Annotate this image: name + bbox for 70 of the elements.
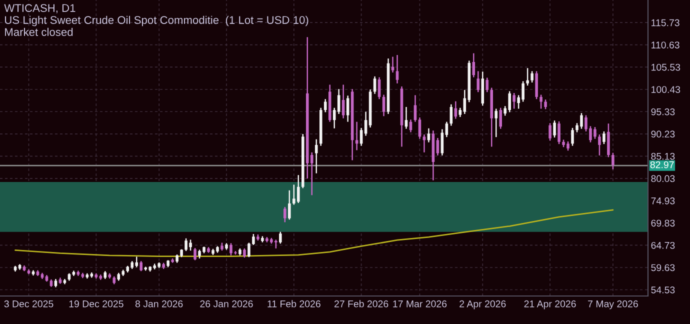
candlestick	[571, 127, 574, 146]
x-tick-label: 17 Mar 2026	[393, 300, 447, 308]
y-tick-label: 69.83	[651, 220, 675, 227]
candlestick	[494, 108, 498, 138]
candlestick	[602, 130, 606, 145]
candlestick	[463, 89, 466, 115]
candlestick	[414, 94, 417, 122]
candlestick	[194, 247, 196, 261]
chart-title: WTICASH, D1	[4, 4, 76, 14]
candlestick	[558, 120, 560, 145]
candlestick	[607, 122, 610, 158]
candlestick	[612, 152, 614, 170]
line-series	[14, 209, 614, 257]
candlestick	[382, 94, 386, 117]
candlestick	[548, 122, 552, 142]
candlestick	[324, 98, 327, 113]
candlestick	[544, 98, 547, 110]
y-tick-label: 115.73	[652, 19, 680, 26]
y-tick-label: 105.53	[652, 64, 680, 71]
candlestick	[422, 134, 426, 153]
candlestick	[378, 76, 381, 100]
y-tick-label: 90.23	[651, 130, 675, 138]
candlestick	[553, 120, 556, 138]
candlestick	[337, 88, 340, 115]
candlestick	[526, 67, 529, 86]
candlestick	[296, 174, 300, 204]
candlestick	[512, 92, 516, 110]
candlestick	[396, 54, 399, 84]
candlestick	[288, 190, 291, 220]
candlestick	[391, 56, 394, 74]
y-tick-label: 64.73	[651, 242, 675, 249]
candlestick	[540, 94, 542, 110]
candlestick	[476, 70, 480, 93]
candlestick	[355, 121, 358, 151]
x-tick-label: 3 Dec 2025	[4, 300, 54, 308]
candlestick	[279, 231, 282, 244]
candlestick	[598, 134, 601, 156]
text: US Light Sweet Crude Oil Spot Commoditie (1 Lot = USD 10)	[5, 16, 308, 26]
x-tick-label: 7 May 2026	[588, 300, 638, 310]
candlestick	[346, 94, 350, 122]
x-tick-label: 11 Feb 2026	[268, 300, 320, 308]
y-tick-label: 85.13	[651, 152, 675, 160]
candlestick	[535, 70, 538, 100]
ref-line-label: 82.97	[650, 161, 674, 168]
y-tick-label: 95.33	[651, 108, 675, 116]
candlestick	[486, 77, 489, 93]
x-tick-label: 26 Jan 2026	[200, 300, 253, 308]
y-tick-label: 59.63	[651, 264, 675, 272]
candlestick	[342, 84, 345, 119]
y-tick-label: 74.93	[651, 197, 675, 204]
y-tick-label: 54.53	[651, 286, 675, 294]
candlestick	[445, 121, 448, 138]
candlestick	[243, 248, 246, 258]
x-tick-label: 27 Feb 2026	[334, 300, 388, 308]
x-tick-label: 2 Apr 2026	[460, 300, 506, 310]
candlestick	[140, 260, 142, 272]
x-tick-label: 21 Apr 2026	[524, 300, 576, 310]
y-tick-label: 80.03	[651, 175, 675, 182]
candlestick	[530, 70, 534, 84]
y-tick-label: 110.63	[652, 42, 680, 48]
candlestick	[458, 107, 462, 118]
candlestick	[499, 107, 502, 130]
candlestick	[314, 138, 318, 174]
x-tick-label: 19 Dec 2025	[69, 300, 124, 308]
candlestick	[284, 206, 286, 223]
annotation: Market closed	[5, 28, 73, 36]
y-tick-label: 100.43	[652, 86, 680, 93]
candlestick	[440, 128, 444, 156]
x-tick-label: 8 Jan 2026	[135, 300, 183, 308]
candlestick	[472, 52, 476, 78]
